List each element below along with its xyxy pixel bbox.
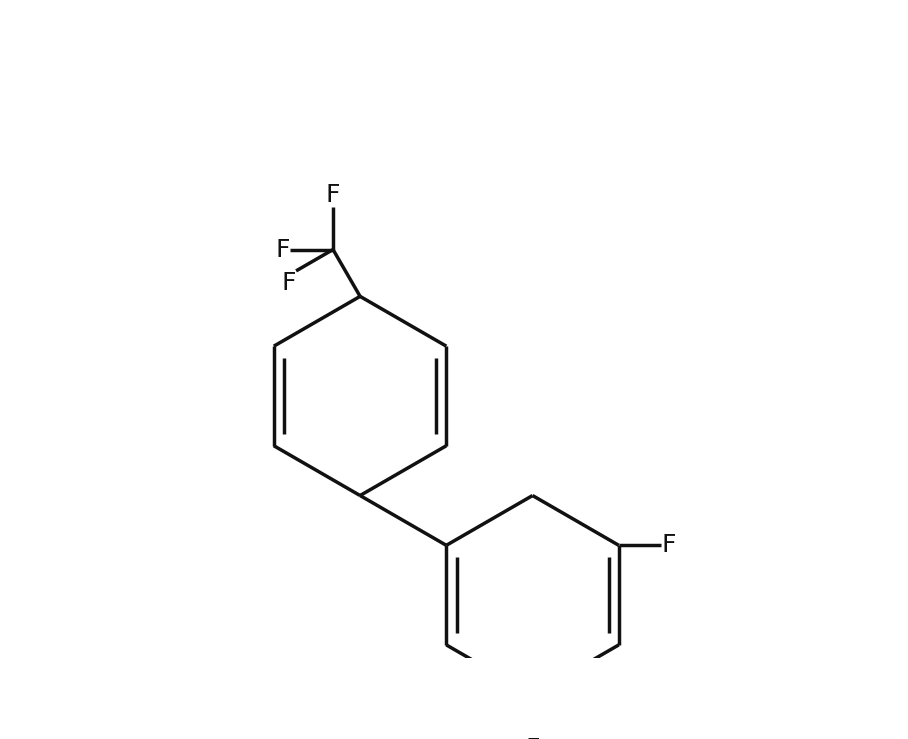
- Text: F: F: [276, 237, 291, 262]
- Text: F: F: [326, 183, 340, 207]
- Text: F: F: [661, 534, 676, 557]
- Text: F: F: [526, 738, 540, 739]
- Text: F: F: [281, 271, 296, 295]
